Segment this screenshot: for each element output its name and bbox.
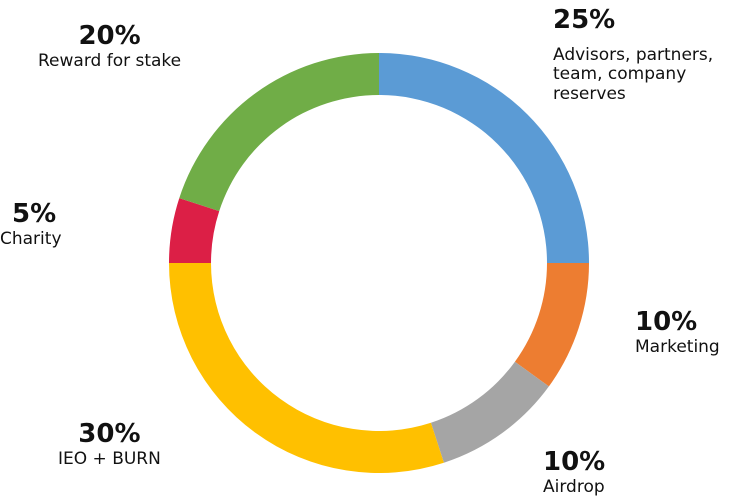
slice-name-advisors: Advisors, partners, team, company reserv… — [553, 44, 714, 104]
slice-name-airdrop: Airdrop — [543, 476, 605, 497]
slice-name-ieo-burn: IEO + BURN — [58, 448, 161, 469]
slice-percent-airdrop: 10% — [543, 447, 606, 477]
slice-label-advisors: 25% Advisors, partners, team, company re… — [553, 5, 743, 105]
donut-slice-1 — [379, 53, 589, 263]
donut-slice-4 — [169, 263, 444, 473]
slice-percent-marketing: 10% — [635, 307, 698, 337]
slice-percent-advisors: 25% — [553, 5, 616, 35]
slice-label-marketing: 10% Marketing — [635, 307, 720, 357]
donut-slice-3 — [430, 361, 549, 463]
slice-label-ieo-burn: 30% IEO + BURN — [58, 419, 161, 469]
slice-percent-charity: 5% — [12, 199, 57, 229]
slice-name-reward-stake: Reward for stake — [38, 50, 182, 71]
slice-label-charity: 5% Charity — [0, 199, 62, 249]
donut-slice-5 — [169, 198, 220, 263]
slice-name-charity: Charity — [0, 228, 62, 249]
slice-name-marketing: Marketing — [635, 336, 720, 357]
donut-slice-2 — [514, 263, 589, 387]
slice-percent-reward-stake: 20% — [78, 21, 141, 51]
donut-slice-6 — [179, 53, 379, 212]
slice-label-airdrop: 10% Airdrop — [543, 447, 606, 497]
slice-label-reward-stake: 20% Reward for stake — [38, 21, 182, 71]
slice-percent-ieo-burn: 30% — [78, 419, 141, 449]
